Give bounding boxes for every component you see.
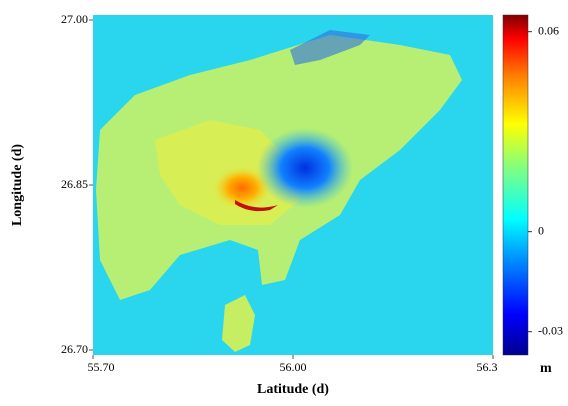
colorbar-tick-label: 0 — [538, 223, 544, 237]
y-tick-label: 26.85 — [61, 177, 88, 191]
x-tick-label: 55.70 — [88, 360, 115, 374]
x-tick-label: 56.00 — [280, 360, 307, 374]
colorbar — [503, 15, 528, 355]
x-tick-label: 56.3 — [477, 360, 498, 374]
y-tick-label: 26.70 — [61, 342, 88, 356]
y-axis-label: Longitude (d) — [10, 144, 25, 226]
colorbar-tick-label: -0.03 — [538, 323, 563, 337]
x-axis-label: Latitude (d) — [257, 382, 329, 397]
colorbar-label: m — [540, 361, 552, 376]
map-raster — [93, 15, 493, 355]
chart: Latitude (d) Longitude (d) m 55.70 56.00 5… — [0, 0, 568, 401]
y-tick-label: 27.00 — [61, 12, 88, 26]
colorbar-tick-label: 0.06 — [538, 23, 559, 37]
